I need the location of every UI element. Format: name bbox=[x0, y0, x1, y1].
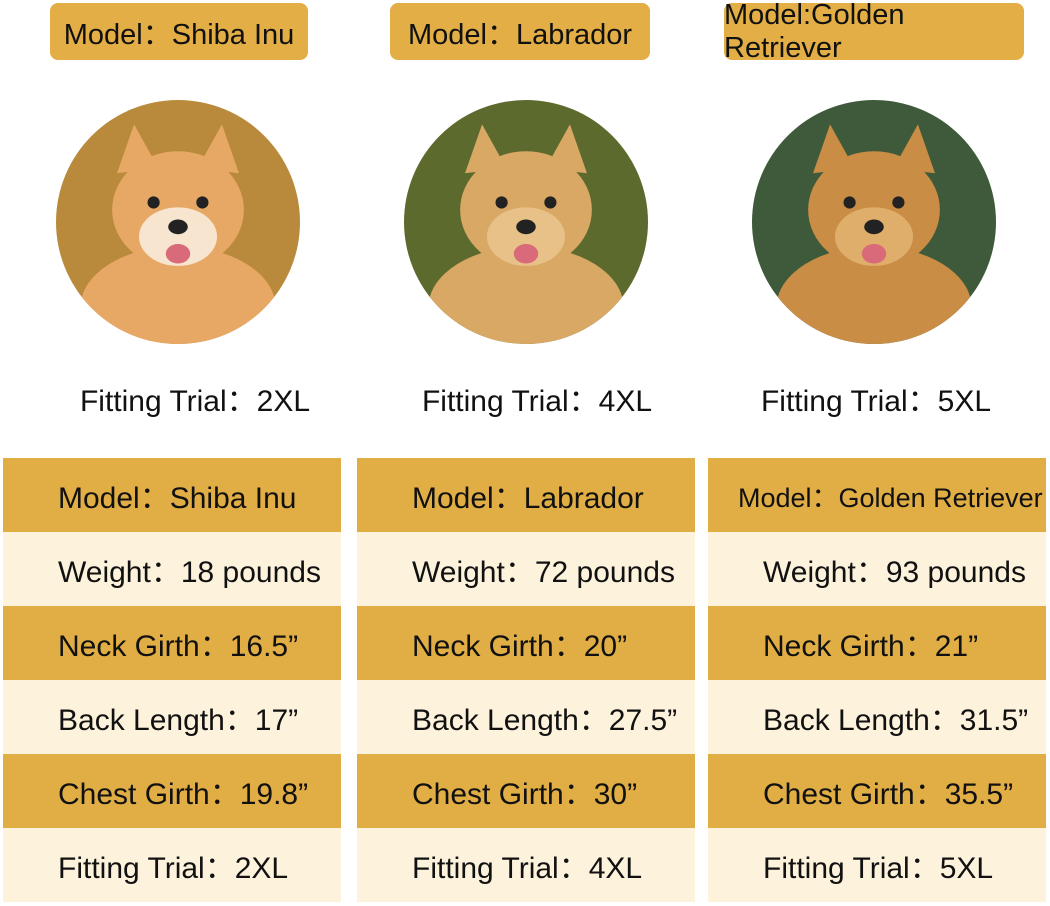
table-row: Model：Shiba Inu bbox=[3, 458, 341, 532]
fitting-trial-label: Fitting Trial：2XL bbox=[79, 385, 311, 418]
size-table: Model：Golden Retriever Weight：93 pounds Ne… bbox=[708, 458, 1046, 902]
table-row: Chest Girth：19.8” bbox=[3, 754, 341, 828]
table-cell: Weight：18 pounds bbox=[58, 556, 321, 589]
table-row: Neck Girth：20” bbox=[357, 606, 695, 680]
model-tag-text: Model:Golden Retriever bbox=[724, 0, 905, 64]
table-cell: Chest Girth：19.8” bbox=[58, 778, 309, 811]
shiba-inu-photo bbox=[56, 100, 300, 344]
table-cell: Weight：93 pounds bbox=[763, 556, 1026, 589]
table-cell: Chest Girth：30” bbox=[412, 778, 638, 811]
table-cell: Back Length：31.5” bbox=[763, 704, 1029, 737]
table-row: Weight：72 pounds bbox=[357, 532, 695, 606]
fitting-trial-label: Fitting Trial：5XL bbox=[760, 385, 992, 418]
model-tag-text: Model：Labrador bbox=[407, 18, 633, 51]
table-row: Neck Girth：21” bbox=[708, 606, 1046, 680]
golden-retriever-photo bbox=[752, 100, 996, 344]
model-tag: Model:Golden Retriever bbox=[724, 0, 1024, 64]
table-row: Fitting Trial：5XL bbox=[708, 828, 1046, 902]
table-row: Chest Girth：30” bbox=[357, 754, 695, 828]
table-cell: Weight：72 pounds bbox=[412, 556, 675, 589]
size-table: Model：Labrador Weight：72 pounds Neck Girth… bbox=[357, 458, 695, 902]
table-row: Weight：93 pounds bbox=[708, 532, 1046, 606]
fitting-trial-label: Fitting Trial：4XL bbox=[421, 385, 653, 418]
table-row: Back Length：17” bbox=[3, 680, 341, 754]
table-row: Model：Golden Retriever bbox=[708, 458, 1046, 532]
table-row: Fitting Trial：2XL bbox=[3, 828, 341, 902]
table-cell: Fitting Trial：4XL bbox=[412, 852, 643, 885]
table-row: Fitting Trial：4XL bbox=[357, 828, 695, 902]
table-row: Model：Labrador bbox=[357, 458, 695, 532]
table-row: Weight：18 pounds bbox=[3, 532, 341, 606]
table-cell: Back Length：17” bbox=[58, 704, 299, 737]
table-cell: Neck Girth：16.5” bbox=[58, 630, 299, 663]
table-row: Neck Girth：16.5” bbox=[3, 606, 341, 680]
table-cell: Model：Labrador bbox=[412, 482, 644, 515]
table-cell: Neck Girth：20” bbox=[412, 630, 628, 663]
model-tag-text: Model：Shiba Inu bbox=[63, 18, 295, 51]
table-cell: Chest Girth：35.5” bbox=[763, 778, 1014, 811]
table-row: Back Length：31.5” bbox=[708, 680, 1046, 754]
table-cell: Fitting Trial：2XL bbox=[58, 852, 289, 885]
labrador-photo bbox=[404, 100, 648, 344]
table-cell: Fitting Trial：5XL bbox=[763, 852, 994, 885]
table-cell: Model：Shiba Inu bbox=[58, 482, 297, 515]
table-cell: Back Length：27.5” bbox=[412, 704, 678, 737]
model-tag: Model：Labrador bbox=[390, 3, 650, 60]
table-cell: Model：Golden Retriever bbox=[738, 482, 1043, 513]
table-cell: Neck Girth：21” bbox=[763, 630, 979, 663]
table-row: Back Length：27.5” bbox=[357, 680, 695, 754]
table-row: Chest Girth：35.5” bbox=[708, 754, 1046, 828]
model-tag: Model：Shiba Inu bbox=[50, 3, 308, 60]
size-table: Model：Shiba Inu Weight：18 pounds Neck Girt… bbox=[3, 458, 341, 902]
